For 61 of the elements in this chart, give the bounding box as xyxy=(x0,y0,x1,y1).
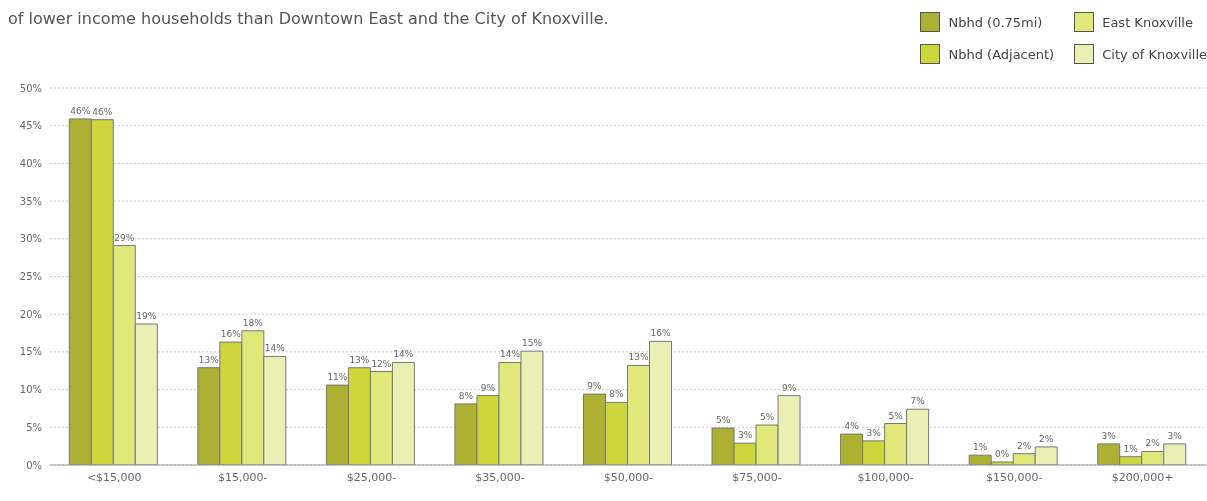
data-label: 8% xyxy=(609,389,625,400)
data-label: 13% xyxy=(628,352,649,363)
y-tick-label: 50% xyxy=(19,82,42,94)
data-label: 2% xyxy=(1145,438,1161,449)
y-tick-label: 20% xyxy=(19,308,42,320)
data-label: 16% xyxy=(650,328,671,339)
y-tick-label: 5% xyxy=(26,421,42,433)
legend-label: Nbhd (0.75mi) xyxy=(948,14,1043,30)
x-tick-label: $75,000- xyxy=(732,470,782,484)
data-label: 3% xyxy=(1167,430,1183,441)
data-label: 13% xyxy=(349,354,370,365)
chart-title: of lower income households than Downtown East and the City of Knoxville. xyxy=(8,8,610,30)
data-label: 14% xyxy=(499,349,521,360)
y-tick-label: 45% xyxy=(19,120,42,132)
data-label: 29% xyxy=(114,232,135,243)
data-label: 46% xyxy=(92,106,113,117)
data-label: 3% xyxy=(866,427,882,438)
data-label: 12% xyxy=(371,358,392,369)
data-label: 19% xyxy=(136,311,157,321)
y-tick-label: 10% xyxy=(19,384,42,396)
x-tick-label: $100,000- xyxy=(857,470,914,484)
data-label: 5% xyxy=(759,412,775,423)
y-tick-label: 35% xyxy=(19,195,42,207)
data-label: 13% xyxy=(198,354,220,365)
x-tick-label: $35,000- xyxy=(475,470,525,484)
data-label: 3% xyxy=(737,430,753,441)
x-tick-label: $150,000- xyxy=(985,470,1043,484)
y-tick-label: 15% xyxy=(19,346,42,358)
data-label: 2% xyxy=(1039,433,1054,444)
data-label: 5% xyxy=(715,415,731,426)
data-label: 0% xyxy=(995,448,1010,459)
x-tick-label: <$15,000 xyxy=(86,470,142,484)
data-label: 15% xyxy=(521,338,543,349)
data-label: 9% xyxy=(480,382,496,393)
data-label: 9% xyxy=(781,382,797,393)
data-label: 1% xyxy=(1123,443,1139,454)
x-tick-label: $15,000- xyxy=(218,470,268,484)
data-label: 14% xyxy=(393,349,414,360)
data-label: 46% xyxy=(70,105,91,116)
x-tick-label: $200,000+ xyxy=(1111,470,1174,484)
data-label: 5% xyxy=(888,410,904,421)
data-label: 3% xyxy=(1101,430,1117,441)
data-label: 4% xyxy=(844,421,860,432)
y-tick-label: 0% xyxy=(26,459,42,471)
y-tick-label: 40% xyxy=(19,157,42,169)
data-label: 14% xyxy=(264,343,286,354)
legend-label: Nbhd (Adjacent) xyxy=(948,46,1055,62)
data-label: 1% xyxy=(973,442,988,453)
y-tick-label: 25% xyxy=(19,271,42,283)
data-label: 9% xyxy=(587,381,603,392)
x-tick-label: $50,000- xyxy=(603,470,654,484)
data-label: 8% xyxy=(458,390,474,401)
data-label: 7% xyxy=(910,396,926,407)
data-label: 18% xyxy=(242,317,264,328)
data-label: 2% xyxy=(1017,440,1032,451)
legend-label: City of Knoxville xyxy=(1102,46,1207,62)
data-label: 11% xyxy=(327,372,348,383)
data-label: 16% xyxy=(220,329,242,340)
y-tick-label: 30% xyxy=(19,233,42,245)
x-tick-label: $25,000- xyxy=(346,470,397,484)
legend-label: East Knoxville xyxy=(1102,14,1193,30)
